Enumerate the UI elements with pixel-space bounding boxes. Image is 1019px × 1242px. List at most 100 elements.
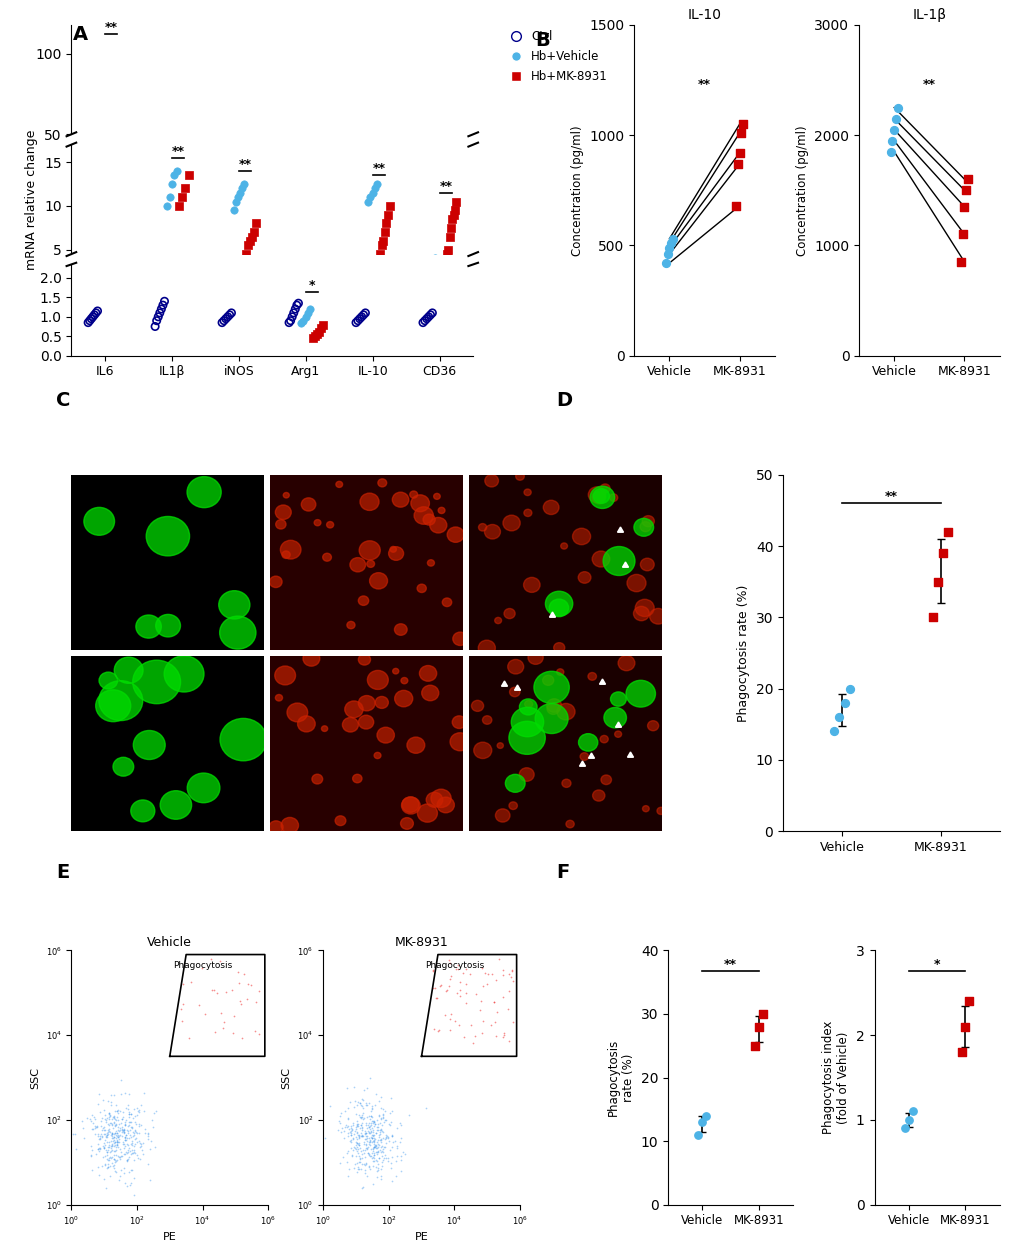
Circle shape — [494, 617, 501, 623]
Point — [693, 1112, 709, 1131]
Point — [97, 1104, 113, 1124]
Point — [376, 1138, 392, 1158]
Point — [690, 1125, 706, 1145]
Point — [365, 1120, 381, 1140]
Point — [296, 310, 312, 330]
Point — [101, 1103, 117, 1123]
Point — [354, 1177, 370, 1197]
Point — [350, 1159, 366, 1179]
Point — [342, 1125, 359, 1145]
Point — [133, 1095, 150, 1115]
Point — [383, 1171, 399, 1191]
Point — [316, 1128, 332, 1148]
Point — [352, 1150, 368, 1170]
Point — [152, 303, 168, 323]
Point — [104, 1114, 120, 1134]
Point — [112, 1102, 128, 1122]
Point — [285, 303, 302, 323]
Point — [347, 1139, 364, 1159]
Point — [366, 1148, 382, 1167]
Point — [341, 1160, 358, 1180]
Point — [365, 1151, 381, 1171]
Point — [371, 1125, 387, 1145]
Point — [346, 1092, 363, 1112]
Point — [207, 1022, 223, 1042]
Point — [952, 252, 968, 272]
Point — [239, 974, 256, 994]
Point — [454, 963, 471, 982]
Point — [359, 1078, 375, 1098]
Point — [473, 959, 489, 979]
Point — [372, 1124, 388, 1144]
Point — [381, 1140, 397, 1160]
Text: E: E — [56, 863, 69, 882]
Point — [348, 1095, 365, 1115]
Point — [365, 1113, 381, 1133]
Circle shape — [156, 615, 180, 637]
Point — [366, 1115, 382, 1135]
Point — [360, 1118, 376, 1138]
Point — [351, 1125, 367, 1145]
Circle shape — [410, 491, 417, 498]
Point — [105, 1114, 121, 1134]
Point — [99, 1125, 115, 1145]
Point — [91, 1139, 107, 1159]
Point — [486, 991, 502, 1011]
Point — [98, 1140, 114, 1160]
Circle shape — [627, 574, 645, 591]
Point — [229, 188, 246, 207]
Circle shape — [358, 655, 370, 664]
Point — [106, 1155, 122, 1175]
Point — [107, 1123, 123, 1143]
Circle shape — [360, 493, 379, 510]
Point — [90, 1139, 106, 1159]
Point — [92, 1126, 108, 1146]
Point — [380, 1114, 396, 1134]
Point — [110, 1128, 126, 1148]
Point — [356, 1144, 372, 1164]
Point — [339, 1117, 356, 1136]
Point — [217, 309, 233, 329]
Point — [140, 1155, 156, 1175]
Point — [251, 981, 267, 1001]
Point — [108, 1100, 124, 1120]
Point — [504, 1012, 521, 1032]
Circle shape — [519, 699, 537, 715]
Point — [172, 999, 189, 1018]
Point — [368, 1150, 384, 1170]
Point — [102, 1156, 118, 1176]
Point — [959, 169, 975, 189]
Point — [106, 1149, 122, 1169]
Point — [427, 247, 443, 267]
Point — [380, 1149, 396, 1169]
Point — [103, 1141, 119, 1161]
Point — [88, 1144, 104, 1164]
Point — [140, 1126, 156, 1146]
Point — [85, 307, 101, 327]
Point — [121, 1138, 138, 1158]
Point — [358, 1126, 374, 1146]
Circle shape — [449, 733, 470, 750]
Point — [437, 981, 453, 1001]
Point — [356, 1154, 372, 1174]
Point — [114, 1122, 130, 1141]
Point — [361, 1123, 377, 1143]
Point — [347, 313, 364, 333]
Point — [117, 1114, 133, 1134]
Point — [364, 1125, 380, 1145]
Point — [121, 1104, 138, 1124]
Point — [122, 1172, 139, 1192]
Point — [128, 1124, 145, 1144]
Circle shape — [350, 558, 365, 571]
Point — [106, 1114, 122, 1134]
Point — [121, 1104, 138, 1124]
Point — [369, 1117, 385, 1136]
Point — [121, 1175, 138, 1195]
Point — [110, 1129, 126, 1149]
Circle shape — [507, 660, 523, 674]
Point — [100, 1120, 116, 1140]
Point — [502, 968, 519, 987]
Point — [102, 1148, 118, 1167]
Point — [91, 1141, 107, 1161]
Point — [120, 1112, 137, 1131]
